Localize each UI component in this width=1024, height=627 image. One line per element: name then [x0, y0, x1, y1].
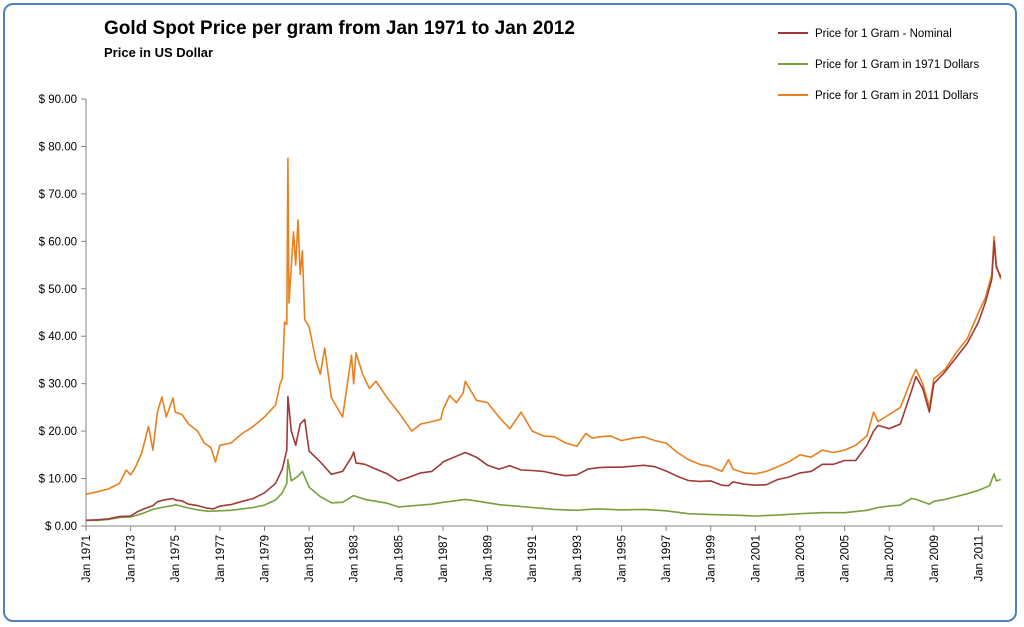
x-tick-label: Jan 1997 — [661, 535, 673, 582]
y-tick-label: $ 0.00 — [45, 521, 77, 533]
y-tick-label: $ 40.00 — [39, 331, 77, 343]
x-tick-label: Jan 1975 — [170, 535, 182, 582]
x-tick-label: Jan 2003 — [795, 535, 807, 582]
legend-label: Price for 1 Gram in 1971 Dollars — [815, 59, 980, 71]
x-tick-label: Jan 2001 — [750, 535, 762, 582]
series-line — [86, 458, 1002, 522]
x-tick-label: Jan 1979 — [259, 535, 271, 582]
x-tick-label: Jan 2005 — [840, 535, 852, 582]
x-tick-label: Jan 1993 — [572, 535, 584, 582]
legend-label: Price for 1 Gram in 2011 Dollars — [815, 90, 979, 102]
x-tick-label: Jan 1981 — [304, 535, 316, 582]
y-tick-label: $ 60.00 — [39, 236, 77, 248]
x-tick-label: Jan 1987 — [438, 535, 450, 582]
x-tick-label: Jan 1983 — [349, 535, 361, 582]
x-tick-label: Jan 1977 — [215, 535, 227, 582]
series-line — [85, 157, 1002, 495]
y-tick-label: $ 20.00 — [39, 426, 77, 438]
y-tick-label: $ 30.00 — [39, 379, 77, 391]
y-tick-label: $ 80.00 — [39, 141, 77, 153]
x-tick-label: Jan 2007 — [884, 535, 896, 582]
x-tick-label: Jan 1999 — [706, 535, 718, 582]
chart-frame — [3, 3, 1017, 622]
y-tick-label: $ 90.00 — [39, 94, 77, 106]
x-tick-label: Jan 1995 — [616, 535, 628, 582]
series-line — [85, 240, 1002, 522]
x-tick-label: Jan 2011 — [973, 535, 985, 581]
chart-title: Gold Spot Price per gram from Jan 1971 t… — [104, 18, 575, 39]
legend-label: Price for 1 Gram - Nominal — [815, 28, 952, 40]
y-tick-label: $ 70.00 — [39, 189, 77, 201]
y-tick-label: $ 50.00 — [39, 284, 77, 296]
y-tick-label: $ 10.00 — [39, 474, 77, 486]
x-tick-label: Jan 1973 — [126, 535, 138, 582]
chart-subtitle: Price in US Dollar — [104, 45, 214, 60]
x-tick-label: Jan 1989 — [483, 535, 495, 582]
x-tick-label: Jan 1971 — [81, 535, 93, 582]
x-tick-label: Jan 1985 — [393, 535, 405, 582]
x-tick-label: Jan 1991 — [527, 535, 539, 582]
x-tick-label: Jan 2009 — [929, 535, 941, 582]
